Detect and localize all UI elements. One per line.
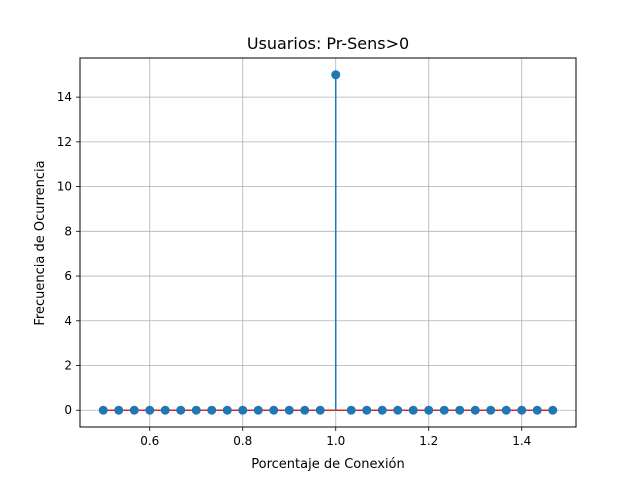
stem-marker (284, 405, 294, 415)
stem-marker (176, 405, 186, 415)
x-axis-ticks: 0.6 0.8 1.0 1.2 1.4 (140, 427, 531, 448)
stem-marker (300, 405, 310, 415)
stem-marker (145, 405, 155, 415)
y-axis-label: Frecuencia de Ocurrencia (33, 160, 48, 325)
plot-frame (79, 57, 577, 428)
stem-marker (346, 405, 356, 415)
y-tick-label: 6 (64, 269, 72, 283)
x-axis-label: Porcentaje de Conexión (251, 457, 405, 472)
y-tick-label: 10 (57, 180, 72, 194)
stem-marker (424, 405, 434, 415)
stem-marker (222, 405, 232, 415)
stem-marker (129, 405, 139, 415)
y-tick-label: 4 (64, 314, 72, 328)
stem-marker (315, 405, 325, 415)
stem-marker (455, 405, 465, 415)
y-tick-label: 8 (64, 224, 72, 238)
y-axis-ticks: 0 2 4 6 8 10 12 14 (57, 90, 80, 417)
y-tick-label: 14 (57, 90, 72, 104)
stem-marker (238, 405, 248, 415)
x-tick-label: 1.2 (419, 434, 438, 448)
stem-marker (160, 405, 170, 415)
stem-marker (253, 405, 263, 415)
chart-title: Usuarios: Pr-Sens>0 (247, 34, 409, 53)
stem-marker (486, 405, 496, 415)
y-tick-label: 0 (64, 403, 72, 417)
stem-marker (470, 405, 480, 415)
stem-marker (362, 405, 372, 415)
stem-marker (114, 405, 124, 415)
stem-marker (207, 405, 217, 415)
stem-marker (269, 405, 279, 415)
stem-marker (501, 405, 511, 415)
stems (334, 74, 337, 411)
stem-marker (191, 405, 201, 415)
stem-marker (532, 405, 542, 415)
stem-marker (517, 405, 527, 415)
y-tick-label: 2 (64, 359, 72, 373)
stem-marker (408, 405, 418, 415)
stem-marker (98, 405, 108, 415)
stem-marker (393, 405, 403, 415)
stem-marker (331, 70, 341, 80)
x-tick-label: 1.4 (512, 434, 531, 448)
stem-marker (548, 405, 558, 415)
markers (98, 70, 558, 415)
y-tick-label: 12 (57, 135, 72, 149)
x-tick-label: 1.0 (326, 434, 345, 448)
x-tick-label: 0.8 (233, 434, 252, 448)
stem-marker (439, 405, 449, 415)
x-tick-label: 0.6 (140, 434, 159, 448)
stem-marker (377, 405, 387, 415)
